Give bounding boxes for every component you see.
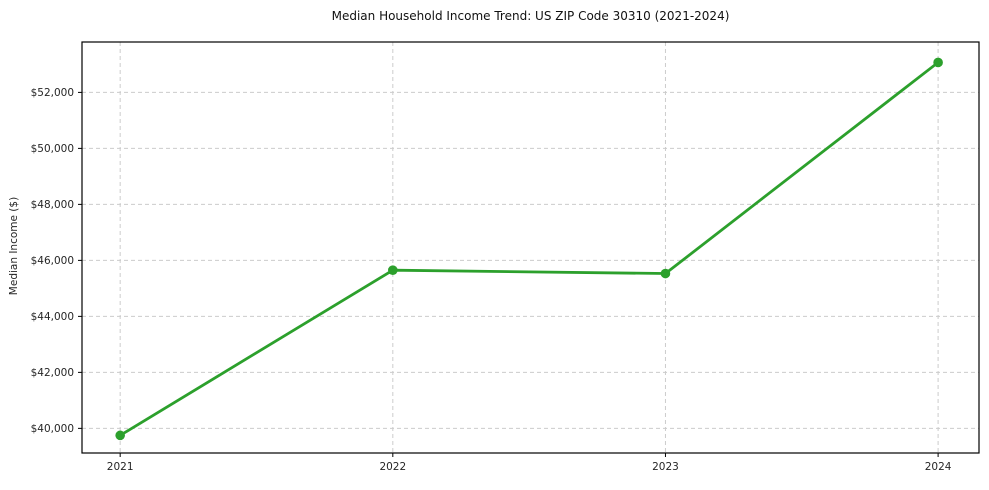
trend-line: [118, 61, 940, 437]
data-point: [660, 268, 671, 279]
x-tick-label: 2023: [652, 461, 679, 473]
chart-title: Median Household Income Trend: US ZIP Co…: [331, 9, 730, 23]
data-point: [388, 265, 398, 275]
plot-border: [81, 41, 980, 454]
y-tick-label: $44,000: [31, 311, 74, 323]
x-tick-label: 2022: [379, 461, 406, 473]
x-tick-label: 2021: [107, 461, 134, 473]
data-point: [933, 57, 943, 68]
y-tick-label: $50,000: [31, 143, 74, 155]
y-tick-label: $52,000: [31, 87, 74, 99]
data-point: [115, 430, 125, 441]
y-tick-label: $40,000: [31, 423, 74, 435]
y-tick-label: $42,000: [31, 367, 74, 379]
y-tick-label: $46,000: [31, 255, 74, 267]
y-tick-label: $48,000: [31, 199, 74, 211]
x-tick-label: 2024: [925, 461, 952, 473]
